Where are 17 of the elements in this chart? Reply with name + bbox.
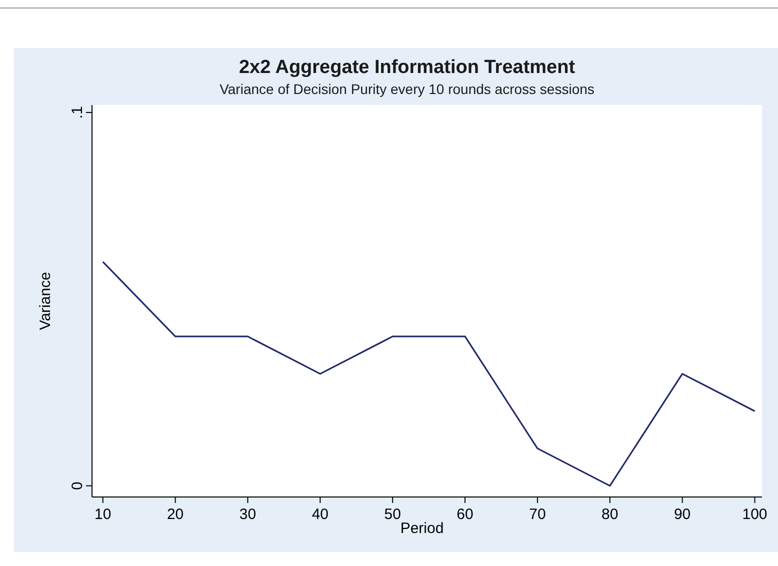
line-series xyxy=(102,261,756,487)
y-tick-label: 0 xyxy=(69,482,86,490)
x-tick-label: 10 xyxy=(94,506,112,523)
x-tick-label: 90 xyxy=(674,506,691,523)
chart-title: 2x2 Aggregate Information Treatment xyxy=(238,57,576,78)
x-axis-title: Period xyxy=(400,520,444,537)
x-tick-label: 70 xyxy=(529,506,546,523)
x-tick-label: 60 xyxy=(456,506,474,523)
chart-subtitle: Variance of Decision Purity every 10 rounds across sessions xyxy=(220,81,594,97)
x-tick-label: 80 xyxy=(602,506,618,523)
x-tick-label: 50 xyxy=(384,506,401,523)
x-tick-label: 40 xyxy=(312,506,329,523)
y-tick-label: .1 xyxy=(69,106,86,119)
x-tick-label: 20 xyxy=(166,506,184,523)
y-axis-title: Variance xyxy=(37,272,54,330)
x-tick-label: 30 xyxy=(239,506,256,523)
x-tick-label: 100 xyxy=(742,506,768,523)
